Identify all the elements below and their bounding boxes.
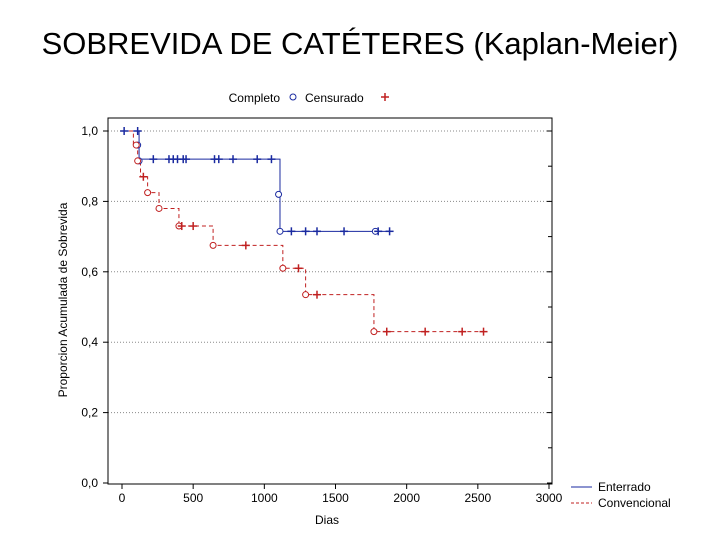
series-legend: Enterrado Convencional xyxy=(571,480,671,510)
grid-lines xyxy=(108,130,552,414)
y-tick-label: 0,8 xyxy=(81,194,98,208)
event-marker xyxy=(302,291,310,299)
series-line-enterrado xyxy=(122,130,390,232)
censored-marker xyxy=(133,127,142,135)
x-tick-label: 2500 xyxy=(464,491,491,505)
x-tick-label: 1000 xyxy=(251,491,278,505)
censored-marker xyxy=(382,327,391,336)
x-tick-label: 2000 xyxy=(393,491,420,505)
censored-marker xyxy=(312,227,321,236)
censored-marker xyxy=(458,327,467,336)
y-tick-label: 0,6 xyxy=(81,265,98,279)
event-marker xyxy=(134,157,142,165)
marker-legend: Completo Censurado xyxy=(229,91,389,105)
event-marker xyxy=(144,189,152,197)
censored-marker xyxy=(385,227,394,236)
x-tick-label: 0 xyxy=(119,491,126,505)
censored-marker xyxy=(139,172,148,181)
plot-frame xyxy=(107,117,553,485)
censored-marker xyxy=(229,155,238,164)
censored-marker xyxy=(214,155,223,164)
series-markers xyxy=(120,127,488,336)
censored-marker xyxy=(421,327,430,336)
censored-marker xyxy=(312,290,321,299)
censored-marker xyxy=(287,227,296,236)
event-marker xyxy=(279,264,287,272)
event-marker xyxy=(155,204,163,212)
x-tick-label: 1500 xyxy=(322,491,349,505)
legend-enterrado-label: Enterrado xyxy=(598,480,651,494)
censored-marker xyxy=(253,155,262,164)
slide-title: SOBREVIDA DE CATÉTERES (Kaplan-Meier) xyxy=(41,26,679,61)
event-marker xyxy=(276,227,284,235)
y-axis-label: Proporcion Acumulada de Sobrevida xyxy=(56,202,70,397)
censored-marker xyxy=(294,264,303,273)
censored-marker xyxy=(149,155,158,164)
censored-marker xyxy=(479,327,488,336)
y-tick-label: 1,0 xyxy=(81,124,98,138)
legend-complete-marker xyxy=(289,93,297,101)
event-marker xyxy=(132,141,140,149)
censored-marker xyxy=(340,227,349,236)
y-tick-label: 0,0 xyxy=(81,476,98,490)
x-tick-label: 500 xyxy=(183,491,203,505)
y-tick-label: 0,4 xyxy=(81,335,98,349)
censored-marker xyxy=(374,227,383,236)
censored-marker xyxy=(120,127,129,135)
event-marker xyxy=(275,190,283,198)
legend-censored-label: Censurado xyxy=(305,91,364,105)
censored-marker xyxy=(301,227,310,236)
legend-convencional-label: Convencional xyxy=(598,496,671,510)
censored-marker xyxy=(189,222,198,231)
series-line-convencional xyxy=(122,130,484,333)
legend-complete-label: Completo xyxy=(229,91,281,105)
censored-marker xyxy=(177,222,186,231)
axis-ticks: 0,0 0,2 0,4 0,6 0,8 1,0 0 500 1000 1500 2000 2500 30… xyxy=(81,124,562,505)
event-marker xyxy=(209,241,217,249)
censored-marker xyxy=(267,155,276,164)
event-marker xyxy=(370,328,378,336)
censored-marker xyxy=(182,155,191,164)
x-axis-label: Dias xyxy=(315,513,339,527)
x-tick-label: 3000 xyxy=(536,491,563,505)
legend-censored-marker xyxy=(381,93,389,101)
y-tick-label: 0,2 xyxy=(81,406,98,420)
censored-marker xyxy=(241,241,250,250)
